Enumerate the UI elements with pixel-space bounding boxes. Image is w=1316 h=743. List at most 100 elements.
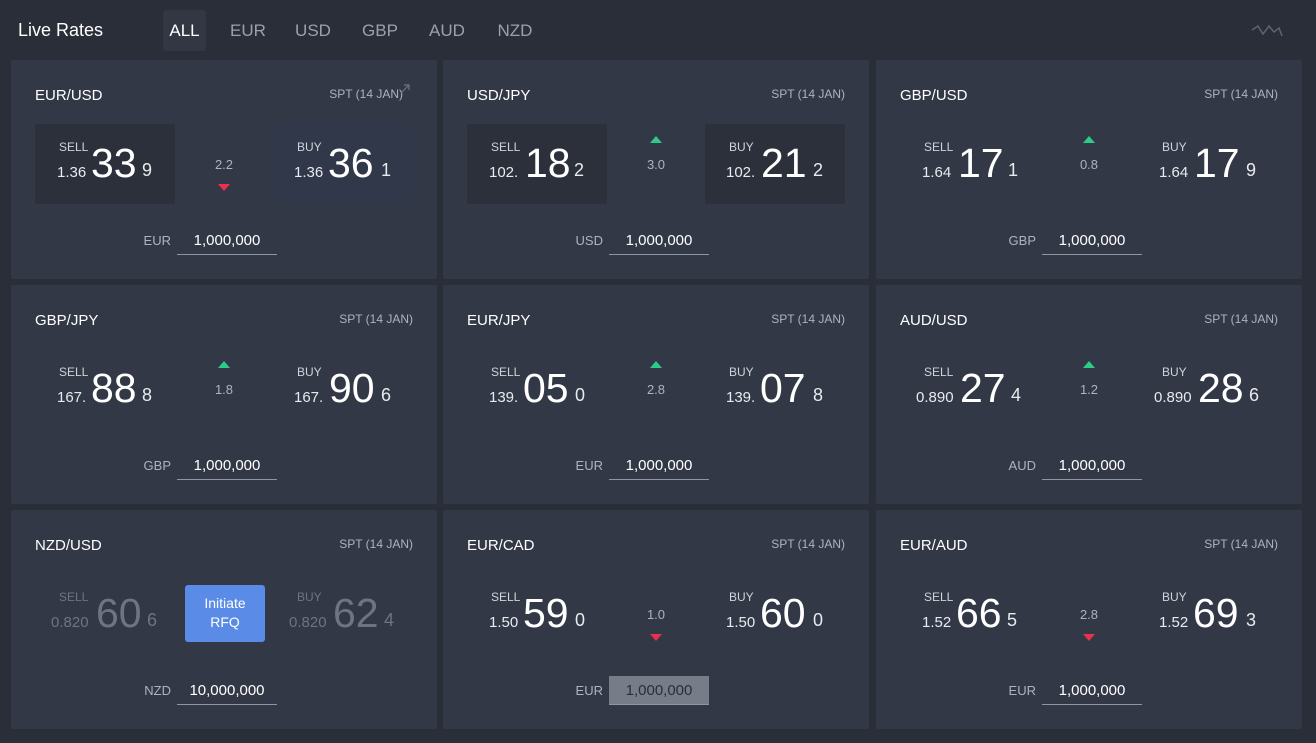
sell-prefix: 1.64 xyxy=(922,164,952,181)
buy-label: BUY xyxy=(1162,140,1187,154)
spot-date: SPT (14 JAN) xyxy=(339,312,413,326)
sell-button[interactable]: SELL 1.64 17 1 xyxy=(900,124,1040,204)
buy-button[interactable]: BUY 102. 21 2 xyxy=(705,124,845,204)
notional-currency: EUR xyxy=(575,683,603,698)
sell-big-figure: 18 xyxy=(525,140,571,186)
tab-aud[interactable]: AUD xyxy=(429,21,465,40)
notional-input[interactable] xyxy=(1042,226,1142,255)
spread-value: 0.8 xyxy=(1079,157,1099,172)
buy-big-figure: 36 xyxy=(328,140,374,186)
notional-input[interactable] xyxy=(609,676,709,705)
buy-prefix: 167. xyxy=(294,389,324,406)
spot-date: SPT (14 JAN) xyxy=(771,87,845,101)
buy-big-figure: 60 xyxy=(760,590,806,636)
sparkline-icon[interactable] xyxy=(1250,20,1284,40)
sell-button[interactable]: SELL 139. 05 0 xyxy=(467,349,607,429)
currency-pair: EUR/CAD xyxy=(467,537,535,554)
popout-icon[interactable] xyxy=(399,83,411,95)
currency-pair: NZD/USD xyxy=(35,537,102,554)
sell-label: SELL xyxy=(59,140,89,154)
buy-button[interactable]: BUY 167. 90 6 xyxy=(273,349,413,429)
sell-button[interactable]: SELL 102. 18 2 xyxy=(467,124,607,204)
page-title: Live Rates xyxy=(18,20,104,40)
spread-value: 2.2 xyxy=(214,157,234,172)
sell-button[interactable]: SELL 1.36 33 9 xyxy=(35,124,175,204)
notional-input[interactable] xyxy=(609,226,709,255)
currency-pair: EUR/USD xyxy=(35,87,103,104)
buy-button[interactable]: BUY 139. 07 8 xyxy=(705,349,845,429)
notional-input[interactable] xyxy=(177,451,277,480)
notional-input[interactable] xyxy=(177,676,277,705)
sell-label: SELL xyxy=(924,365,954,379)
sell-big-figure: 33 xyxy=(91,140,137,186)
sell-prefix: 1.36 xyxy=(57,164,87,181)
buy-label: BUY xyxy=(1162,365,1187,379)
sell-button[interactable]: SELL 167. 88 8 xyxy=(35,349,175,429)
buy-pip: 2 xyxy=(813,160,824,180)
tile-eur-usd: EUR/USD SPT (14 JAN) SELL 1.36 33 9 2.2 … xyxy=(11,60,437,279)
notional-input[interactable] xyxy=(1042,451,1142,480)
sell-big-figure: 27 xyxy=(960,365,1006,411)
sell-button[interactable]: SELL 1.50 59 0 xyxy=(467,574,607,654)
notional-input[interactable] xyxy=(609,451,709,480)
buy-button[interactable]: BUY 1.52 69 3 xyxy=(1138,574,1278,654)
sell-label: SELL xyxy=(924,140,954,154)
sell-prefix: 167. xyxy=(57,389,87,406)
buy-label: BUY xyxy=(297,590,322,604)
buy-big-figure: 69 xyxy=(1193,590,1239,636)
buy-prefix: 1.36 xyxy=(294,164,324,181)
sell-prefix: 1.52 xyxy=(922,614,952,631)
tab-all[interactable]: ALL xyxy=(163,10,206,51)
currency-pair: AUD/USD xyxy=(900,312,968,329)
notional-input[interactable] xyxy=(1042,676,1142,705)
tab-usd[interactable]: USD xyxy=(295,21,331,40)
buy-big-figure: 28 xyxy=(1198,365,1244,411)
sell-label: SELL xyxy=(491,590,521,604)
sell-big-figure: 17 xyxy=(958,140,1004,186)
notional-currency: USD xyxy=(575,233,603,248)
sell-pip: 1 xyxy=(1008,160,1019,180)
notional-currency: EUR xyxy=(575,458,603,473)
buy-button[interactable]: BUY 0.890 28 6 xyxy=(1138,349,1278,429)
sell-pip: 5 xyxy=(1007,610,1018,630)
initiate-rfq-button[interactable]: Initiate RFQ xyxy=(185,585,265,642)
buy-pip: 6 xyxy=(1249,385,1260,405)
buy-big-figure: 90 xyxy=(329,365,375,411)
spread-value: 1.2 xyxy=(1079,382,1099,397)
buy-button[interactable]: BUY 1.64 17 9 xyxy=(1138,124,1278,204)
notional-currency: GBP xyxy=(143,458,171,473)
price-up-icon xyxy=(218,361,230,368)
spot-date: SPT (14 JAN) xyxy=(771,312,845,326)
buy-prefix: 1.64 xyxy=(1159,164,1189,181)
tab-eur[interactable]: EUR xyxy=(230,21,266,40)
buy-prefix: 139. xyxy=(726,389,756,406)
buy-pip: 6 xyxy=(381,385,392,405)
sell-button: SELL 0.820 60 6 xyxy=(35,574,175,654)
buy-pip: 9 xyxy=(1246,160,1257,180)
sell-button[interactable]: SELL 1.52 66 5 xyxy=(900,574,1040,654)
tile-gbp-usd: GBP/USD SPT (14 JAN) SELL 1.64 17 1 0.8 … xyxy=(876,60,1302,279)
sell-prefix: 1.50 xyxy=(489,614,519,631)
tile-usd-jpy: USD/JPY SPT (14 JAN) SELL 102. 18 2 3.0 … xyxy=(443,60,869,279)
notional-input[interactable] xyxy=(177,226,277,255)
tab-gbp[interactable]: GBP xyxy=(362,21,398,40)
sell-pip: 4 xyxy=(1011,385,1022,405)
tile-eur-aud: EUR/AUD SPT (14 JAN) SELL 1.52 66 5 2.8 … xyxy=(876,510,1302,729)
price-up-icon xyxy=(650,136,662,143)
spread-value: 3.0 xyxy=(646,157,666,172)
tab-nzd[interactable]: NZD xyxy=(497,21,533,40)
buy-button: BUY 0.820 62 4 xyxy=(273,574,413,654)
buy-prefix: 1.50 xyxy=(726,614,756,631)
sell-button[interactable]: SELL 0.890 27 4 xyxy=(900,349,1040,429)
buy-button[interactable]: BUY 1.36 36 1 xyxy=(273,124,413,204)
price-up-icon xyxy=(1083,361,1095,368)
notional-currency: EUR xyxy=(143,233,171,248)
currency-pair: EUR/AUD xyxy=(900,537,968,554)
buy-button[interactable]: BUY 1.50 60 0 xyxy=(705,574,845,654)
buy-big-figure: 17 xyxy=(1194,140,1240,186)
buy-label: BUY xyxy=(729,365,754,379)
tile-nzd-usd: NZD/USD SPT (14 JAN) SELL 0.820 60 6 Ini… xyxy=(11,510,437,729)
top-bar: Live Rates ALL EUR USD GBP AUD NZD xyxy=(0,0,1316,60)
spread-value: 1.0 xyxy=(646,607,666,622)
buy-label: BUY xyxy=(729,590,754,604)
